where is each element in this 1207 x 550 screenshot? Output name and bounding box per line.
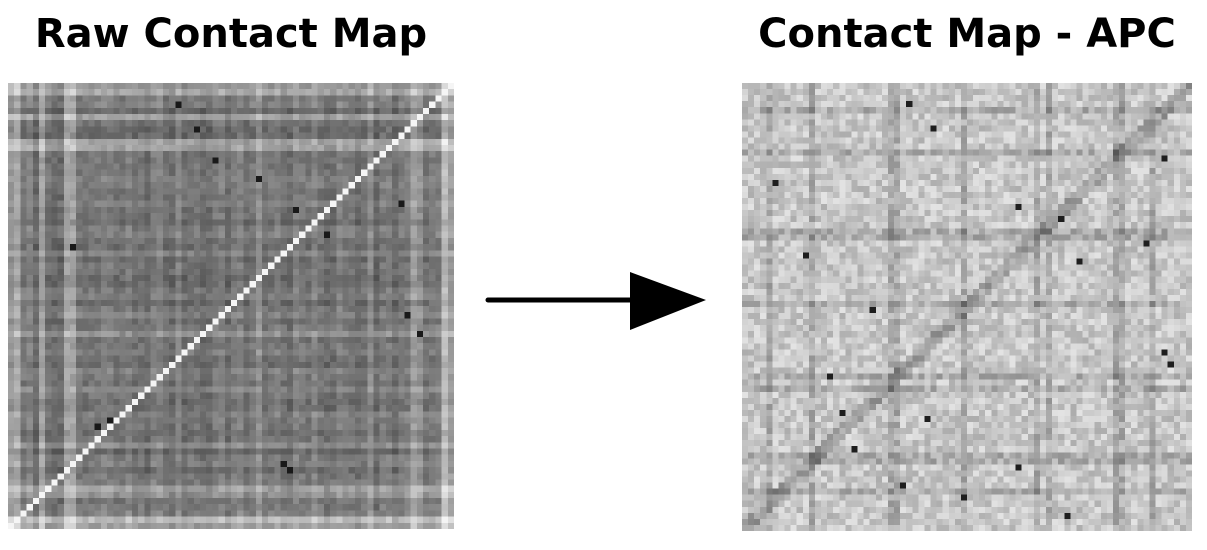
apc-contact-map-heatmap [742, 83, 1192, 531]
right-arrow-icon [485, 272, 706, 330]
raw-contact-map-heatmap [8, 83, 454, 529]
apc-contact-map-title: Contact Map - APC [758, 11, 1176, 57]
raw-contact-map-title: Raw Contact Map [34, 11, 428, 57]
